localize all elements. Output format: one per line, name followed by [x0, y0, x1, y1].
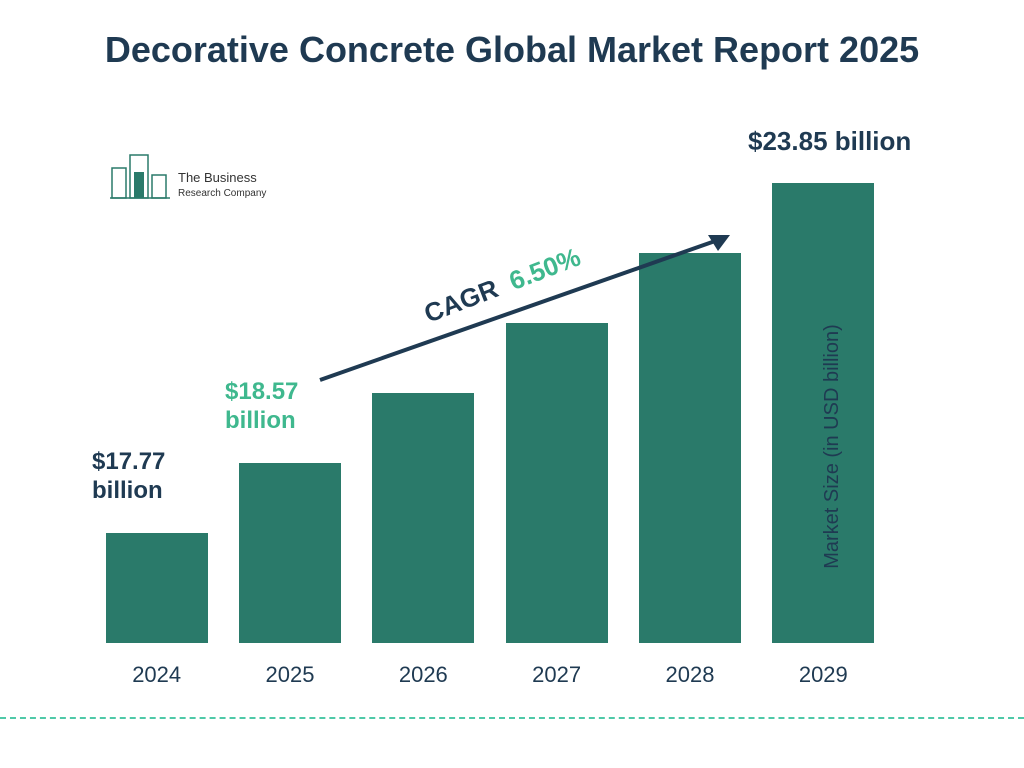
x-axis-labels: 202420252026202720282029 — [90, 652, 890, 688]
bar — [372, 393, 474, 643]
data-label-2029: $23.85 billion — [748, 126, 911, 157]
data-label-2025: $18.57 billion — [225, 378, 298, 436]
bar-group — [357, 393, 490, 643]
chart-title: Decorative Concrete Global Market Report… — [0, 0, 1024, 71]
data-label-2024: $17.77 billion — [92, 448, 165, 506]
x-axis-label: 2025 — [223, 662, 356, 688]
chart-container: 202420252026202720282029 Market Size (in… — [90, 128, 940, 688]
y-axis-label: Market Size (in USD billion) — [821, 324, 844, 569]
baseline — [0, 717, 1024, 719]
x-axis-label: 2026 — [357, 662, 490, 688]
x-axis-label: 2029 — [757, 662, 890, 688]
trend-arrow — [310, 225, 740, 395]
bar-group — [90, 533, 223, 643]
x-axis-label: 2028 — [623, 662, 756, 688]
bar-group — [223, 463, 356, 643]
x-axis-label: 2027 — [490, 662, 623, 688]
bar — [239, 463, 341, 643]
x-axis-label: 2024 — [90, 662, 223, 688]
bar — [106, 533, 208, 643]
